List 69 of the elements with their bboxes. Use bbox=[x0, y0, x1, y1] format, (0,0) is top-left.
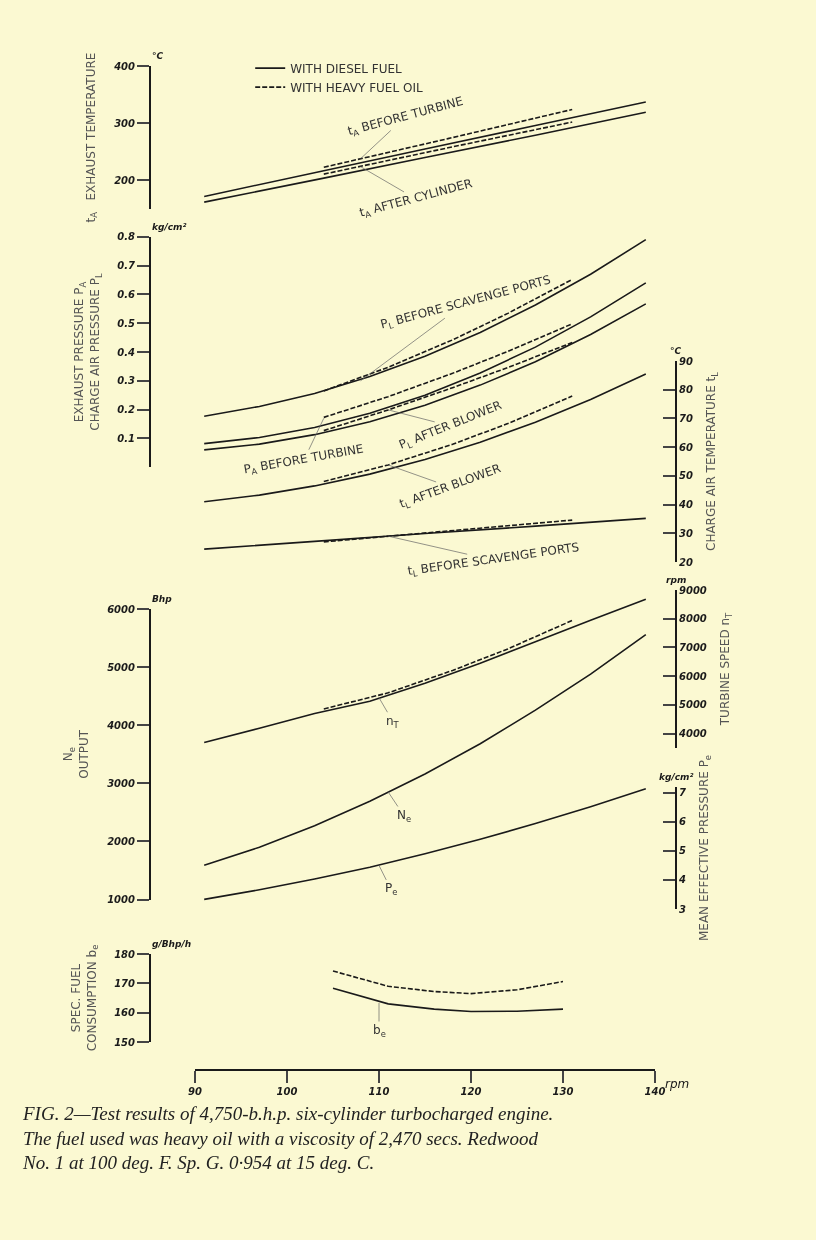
annotation: t$_{L}$ BEFORE SCAVENGE PORTS bbox=[406, 539, 581, 580]
y-tick-label: 6000 bbox=[107, 603, 136, 615]
annotation: P$_{A}$ BEFORE TURBINE bbox=[242, 441, 365, 478]
y-tick-label: 80 bbox=[679, 384, 693, 396]
y-tick-label: 150 bbox=[114, 1036, 136, 1048]
y-tick-label: 6000 bbox=[679, 670, 707, 682]
y-tick-label: 170 bbox=[114, 977, 136, 989]
y-tick-label: 20 bbox=[679, 556, 693, 568]
line-series bbox=[323, 619, 573, 710]
x-tick-label: 110 bbox=[368, 1086, 390, 1097]
y-tick-label: 0.6 bbox=[117, 288, 136, 300]
caption: FIG. 2—Test results of 4,750-b.h.p. six-cylinder turbocharged engine. The fuel used was heavy oil with a viscosity of 2,470 secs. Redwood No. 1 at 100 deg. F. Sp. G. 0·954 at 15 deg. C. bbox=[22, 1103, 554, 1174]
text: kg/cm² bbox=[659, 772, 694, 782]
line-series bbox=[332, 987, 564, 1013]
text: g/Bhp/h bbox=[152, 939, 192, 949]
line-series bbox=[203, 633, 647, 867]
y-tick-label: 0.1 bbox=[117, 432, 135, 444]
line-series bbox=[203, 787, 647, 901]
x-tick-label: 140 bbox=[644, 1086, 666, 1097]
y-tick-label: 2000 bbox=[107, 835, 136, 847]
line-series bbox=[203, 598, 647, 744]
y-tick-label: 0.8 bbox=[117, 231, 136, 243]
y-tick-label: 60 bbox=[679, 441, 693, 453]
y-tick-label: 400 bbox=[113, 60, 136, 72]
y-tick-label: 160 bbox=[114, 1007, 136, 1019]
y-tick-label: 70 bbox=[679, 412, 693, 424]
y-tick-label: 6 bbox=[679, 816, 686, 828]
y-tick-label: 30 bbox=[679, 527, 693, 539]
y-tick-label: 5000 bbox=[679, 699, 707, 711]
y-tick-label: 0.2 bbox=[117, 404, 136, 416]
y-tick-label: 1000 bbox=[107, 894, 136, 905]
y-tick-label: 3 bbox=[679, 903, 686, 915]
y-tick-label: 0.7 bbox=[117, 260, 136, 272]
annotation: N$_{e}$ bbox=[397, 808, 412, 824]
x-tick-label: 120 bbox=[460, 1086, 482, 1097]
y-tick-label: 7 bbox=[679, 787, 686, 799]
y-tick-label: 4 bbox=[678, 874, 686, 886]
line-series bbox=[332, 970, 564, 995]
y-tick-label: 90 bbox=[679, 355, 693, 367]
y-tick-label: 3000 bbox=[107, 777, 136, 789]
y-tick-label: 0.4 bbox=[117, 346, 136, 358]
y-tick-label: 8000 bbox=[679, 613, 707, 625]
y-tick-label: 9000 bbox=[679, 584, 707, 596]
y-tick-label: 0.3 bbox=[117, 375, 136, 387]
annotation: n$_{T}$ bbox=[386, 714, 400, 730]
y-tick-label: 200 bbox=[114, 174, 136, 186]
y-tick-label: 300 bbox=[114, 117, 136, 129]
legend-label: WITH HEAVY FUEL OIL bbox=[290, 80, 423, 95]
y-tick-label: 40 bbox=[678, 499, 693, 511]
y-tick-label: 180 bbox=[114, 948, 136, 960]
y-tick-label: 7000 bbox=[679, 641, 707, 653]
y-tick-label: 4000 bbox=[106, 719, 136, 731]
x-tick-label: 130 bbox=[552, 1086, 574, 1097]
x-tick-label: 90 bbox=[188, 1086, 202, 1097]
y-tick-label: 0.5 bbox=[117, 317, 136, 329]
y-tick-label: 5 bbox=[679, 845, 686, 857]
text: rpm bbox=[666, 575, 687, 585]
annotation: b$_{e}$ bbox=[373, 1023, 386, 1039]
text: Bhp bbox=[152, 594, 173, 604]
y-tick-label: 50 bbox=[679, 470, 693, 482]
text: kg/cm² bbox=[152, 222, 187, 232]
y-tick-label: 5000 bbox=[107, 661, 136, 673]
text: °C bbox=[152, 51, 164, 61]
annotation: P$_{e}$ bbox=[385, 881, 398, 897]
x-axis-title: rpm bbox=[665, 1077, 690, 1091]
text: °C bbox=[670, 346, 682, 356]
x-tick-label: 100 bbox=[276, 1086, 298, 1097]
y-tick-label: 4000 bbox=[678, 728, 707, 740]
legend-label: WITH DIESEL FUEL bbox=[290, 61, 403, 76]
